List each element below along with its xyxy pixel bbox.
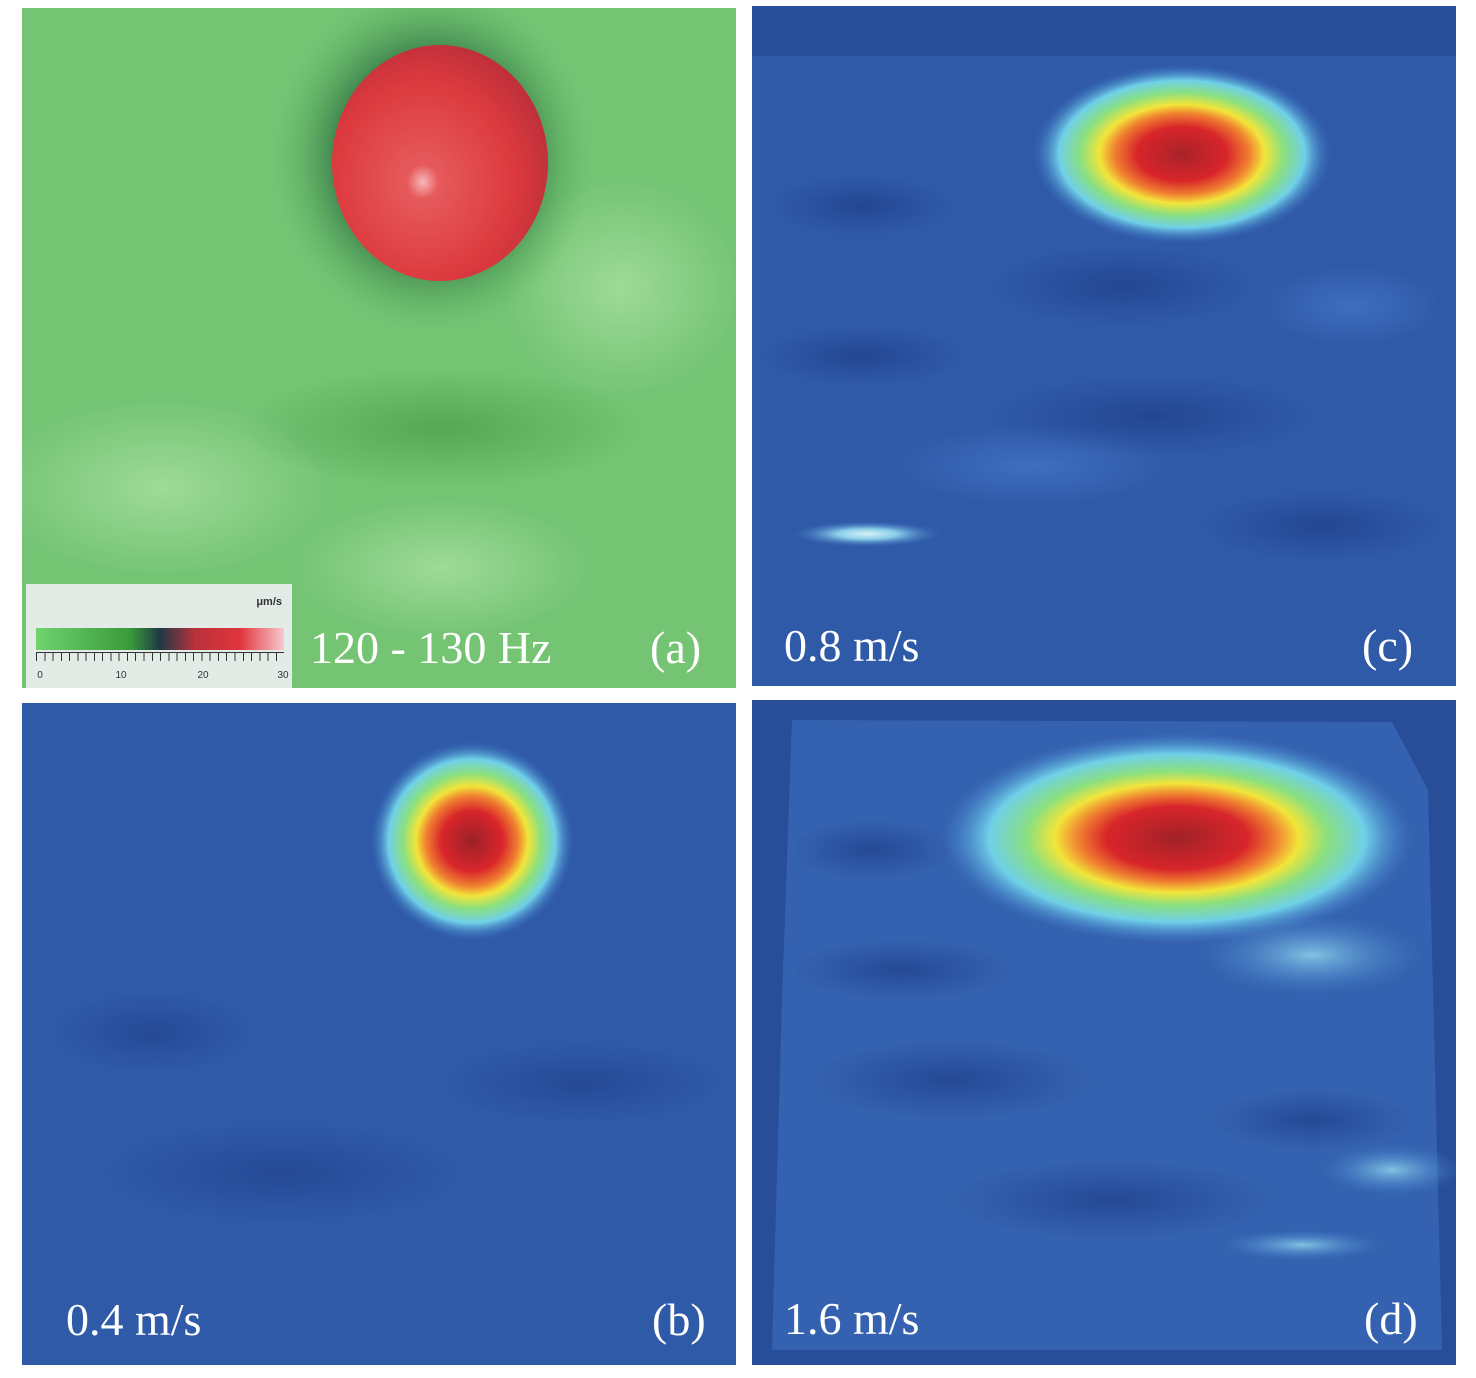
- colorbar-tick-label: 30: [277, 670, 289, 681]
- panel-tag-d: (d): [1364, 1293, 1418, 1344]
- speed-label: 1.6 m/s: [784, 1293, 920, 1344]
- panel-b-heatmap: [22, 703, 736, 1365]
- panel-tag-c: (c): [1362, 620, 1414, 671]
- colorbar-tick-label: 20: [197, 670, 209, 681]
- colorbar-unit: μm/s: [256, 596, 282, 608]
- panel-d-jet-map: 1.6 m/s (d): [752, 700, 1456, 1365]
- frequency-label: 120 - 130 Hz: [310, 622, 552, 673]
- colorbar-tick-label: 10: [115, 670, 127, 681]
- panel-d-heatmap: [752, 700, 1456, 1365]
- colorbar-tick-label: 0: [37, 670, 43, 681]
- speed-label: 0.8 m/s: [784, 620, 920, 671]
- panel-tag-a: (a): [650, 622, 702, 673]
- panel-c-heatmap: [752, 6, 1456, 686]
- panel-tag-b: (b): [652, 1294, 706, 1345]
- colorbar-gradient: [36, 628, 284, 650]
- panel-a-heatmap: [22, 8, 736, 688]
- colorbar-legend: μm/s 0 10 20 30: [26, 584, 292, 688]
- colorbar-axis: [36, 652, 284, 661]
- speed-label: 0.4 m/s: [66, 1294, 202, 1345]
- panel-c-jet-map: 0.8 m/s (c): [752, 6, 1456, 686]
- panel-a-vibration-map: μm/s 0 10 20 30 120 - 130 Hz (a): [22, 8, 736, 688]
- panel-b-jet-map: 0.4 m/s (b): [22, 703, 736, 1365]
